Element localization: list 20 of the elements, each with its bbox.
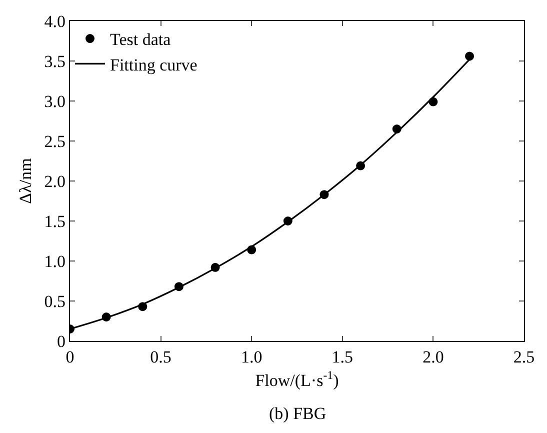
y-tick-label: 2.5: [44, 132, 66, 151]
x-tick-label: 1.0: [240, 348, 262, 366]
y-tick-label: 4.0: [44, 12, 66, 31]
x-tick-label: 1.5: [332, 348, 354, 366]
y-tick-label: 1.0: [44, 252, 66, 271]
y-tick-label: 2.0: [44, 172, 66, 191]
legend-label: Test data: [110, 30, 172, 50]
legend-label: Fitting curve: [110, 55, 198, 74]
y-tick-label: 0.5: [44, 292, 66, 311]
y-tick-label: 3.5: [44, 52, 66, 71]
y-tick-label: 1.5: [44, 212, 66, 231]
y-tick-label: 3.0: [44, 92, 66, 111]
x-tick-label: 2.5: [513, 348, 535, 366]
point: [465, 52, 474, 61]
x-tick-label: 0.5: [150, 348, 172, 366]
y-tick-label: 0: [57, 332, 66, 351]
text: (b) FBG: [269, 404, 326, 423]
y-axis-title: Δλ/nm: [16, 158, 35, 204]
x-tick-label: 2.0: [422, 348, 444, 366]
x-axis-title: Flow/(L·s$^{-1}$): [255, 368, 339, 390]
